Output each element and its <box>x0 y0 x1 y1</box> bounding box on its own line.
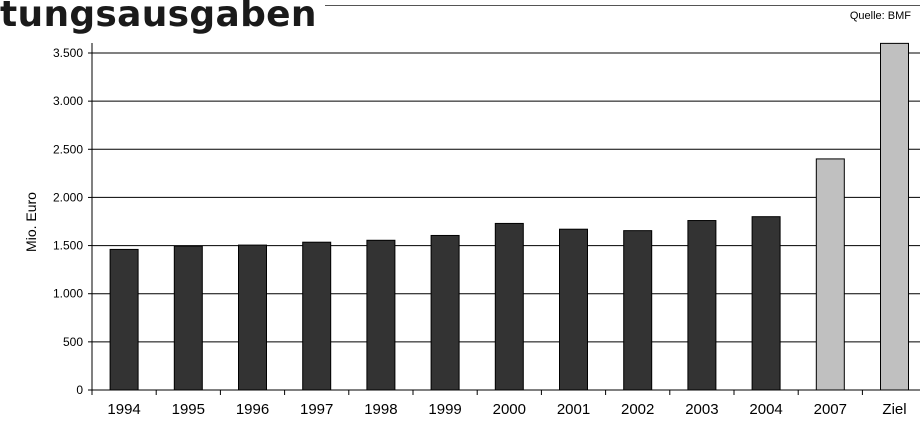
x-tick-label: 1996 <box>236 401 269 418</box>
y-tick-label: 2.000 <box>53 190 83 204</box>
chart-title: tungsausgaben <box>0 0 317 35</box>
y-tick-labels: 0 500 1.000 1.500 2.000 2.500 3.000 3.500 <box>53 46 83 397</box>
bar-1998 <box>366 239 396 391</box>
y-axis-title: Mio. Euro <box>23 192 39 252</box>
bar-Ziel <box>880 42 909 391</box>
bar-2003 <box>687 220 717 391</box>
y-tick-label: 3.000 <box>53 94 83 108</box>
y-tick-label: 0 <box>76 383 83 397</box>
x-tick-label: 2003 <box>685 401 718 418</box>
x-tick-label: 2007 <box>814 401 847 418</box>
bar-2004 <box>751 216 781 391</box>
bar-series <box>109 42 909 391</box>
bar-1995 <box>173 245 203 391</box>
bar-2002 <box>623 230 653 391</box>
x-tick-label: 1997 <box>300 401 333 418</box>
bar-1994 <box>109 248 139 391</box>
x-tick-labels: 1994 1995 1996 1997 1998 1999 2000 2001 2002 2003… <box>107 401 906 418</box>
axes <box>88 43 920 395</box>
x-tick-label: 2004 <box>749 401 782 418</box>
title-rule <box>325 5 920 6</box>
bar-2001 <box>559 228 588 391</box>
source-note: Quelle: BMF <box>849 10 911 22</box>
x-tick-label: 1994 <box>107 401 140 418</box>
y-tick-label: 1.500 <box>53 239 83 253</box>
x-tick-label: Ziel <box>882 401 906 418</box>
bar-1999 <box>430 234 460 391</box>
y-tick-label: 500 <box>63 335 83 349</box>
bar-2000 <box>494 222 524 391</box>
y-tick-label: 1.000 <box>53 287 83 301</box>
x-tick-label: 2002 <box>621 401 654 418</box>
bar-1996 <box>238 244 267 391</box>
y-tick-label: 2.500 <box>53 142 83 156</box>
x-tick-label: 1999 <box>428 401 461 418</box>
x-tick-label: 1995 <box>172 401 205 418</box>
bar-2007 <box>815 158 845 391</box>
x-tick-label: 1998 <box>364 401 397 418</box>
x-tick-label: 2000 <box>493 401 526 418</box>
x-tick-label: 2001 <box>557 401 590 418</box>
y-tick-label: 3.500 <box>53 46 83 60</box>
bar-1997 <box>302 241 332 391</box>
